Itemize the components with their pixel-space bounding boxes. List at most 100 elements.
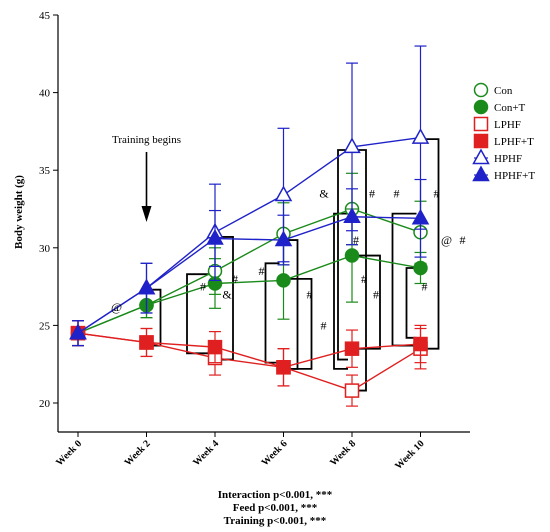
significance-mark: # [361,272,367,286]
data-point [343,207,361,224]
series-line [77,254,421,334]
y-tick-label: 30 [39,243,51,255]
y-tick-label: 25 [39,320,51,332]
significance-mark: & [319,186,329,200]
series-lphf [70,320,428,407]
annotation-arrow-head [141,206,152,222]
legend-item: HPHF [472,148,522,165]
significance-bracket [287,277,313,370]
significance-bracket [356,149,367,392]
series-line [77,332,421,369]
significance-mark: # [200,280,206,294]
stats-block: Interaction p<0.001, *** Feed p<0.001, *… [0,489,550,528]
series-con-plus-t [70,208,428,347]
legend-label: LPHF [494,119,521,131]
annotation-text: Training begins [112,134,181,146]
significance-bracket [337,149,348,361]
y-tick-label: 40 [39,88,51,100]
legend-item: HPHF+T [472,165,535,182]
data-point [343,137,361,154]
legend-label: HPHF [494,153,522,165]
significance-bracket [405,267,417,339]
data-point [344,383,360,398]
series-lphf-plus-t [70,320,428,387]
data-point [276,273,291,288]
significance-mark: # [321,318,327,332]
stats-feed: Feed p<0.001, *** [232,502,318,514]
significance-mark: # [369,186,375,200]
series-line [77,208,421,334]
data-series [69,45,430,407]
series-line [77,136,421,334]
legend-label: LPHF+T [494,136,534,148]
axes: 20 25 30 35 40 45 Week 0 Week 2 Week 4 Week 6 Week… [39,10,470,472]
data-point [207,339,223,355]
data-point [276,360,291,375]
y-tick-label: 45 [39,10,51,22]
data-point [344,341,360,356]
significance-bracket [391,212,417,347]
x-tick-label: Week 2 [123,438,153,468]
y-axis-label: Body weight (g) [13,175,25,249]
data-point [411,128,430,144]
significance-bracket [424,138,440,350]
significance-mark: @ [111,300,122,314]
data-point [206,228,224,245]
significance-mark: # [422,280,428,294]
x-tick-label: Week 6 [260,438,290,468]
stats-interaction: Interaction p<0.001, *** [217,489,333,501]
data-point [411,208,430,225]
legend-marker [472,148,490,165]
significance-mark: # [232,272,238,286]
significance-brackets [150,138,440,392]
data-point [413,260,428,276]
legend-item: LPHF+T [473,133,534,149]
significance-mark: # [434,186,440,200]
significance-mark: # [307,287,313,301]
x-tick-label: Week 0 [54,438,84,468]
series-line [77,332,421,392]
significance-bracket [264,262,280,364]
data-point [137,278,156,295]
significance-marks: @#&####&#######@ # [111,186,466,332]
x-tick-label: Week 8 [328,438,358,468]
significance-mark: # [373,287,379,301]
significance-mark: # [259,264,265,278]
significance-mark: # [394,186,400,200]
legend-item: Con+T [473,99,526,115]
data-point [69,323,87,340]
x-tick-label: Week 4 [191,438,221,468]
legend-marker [473,82,489,98]
legend-marker [473,133,489,149]
legend-marker [473,116,489,132]
legend: Con Con+T LPHF LPHF+T HPHF HPHF+T [472,82,535,182]
training-annotation: Training begins [112,134,181,222]
significance-mark: & [222,287,232,301]
series-hphf-plus-t [69,178,430,347]
series-line [77,216,421,334]
legend-label: HPHF+T [494,170,535,182]
significance-mark: @ [441,233,452,247]
significance-bracket [356,254,381,350]
data-point [139,335,154,350]
y-tick-label: 35 [39,165,51,177]
significance-bracket [287,239,299,370]
significance-bracket [150,288,162,347]
x-tick-label: Week 10 [393,438,427,472]
significance-mark: # [460,233,466,247]
data-point [274,230,293,247]
y-tick-label: 20 [39,398,51,410]
legend-label: Con+T [494,102,526,114]
legend-marker [473,99,489,115]
significance-mark: # [353,233,359,247]
data-point [344,248,360,263]
significance-bracket [186,273,211,355]
legend-marker [472,165,490,182]
stats-training: Training p<0.001, *** [223,515,327,527]
legend-item: Con [473,82,513,98]
data-point [274,185,293,202]
data-point [413,336,428,352]
legend-item: LPHF [473,116,521,132]
legend-label: Con [494,85,513,97]
